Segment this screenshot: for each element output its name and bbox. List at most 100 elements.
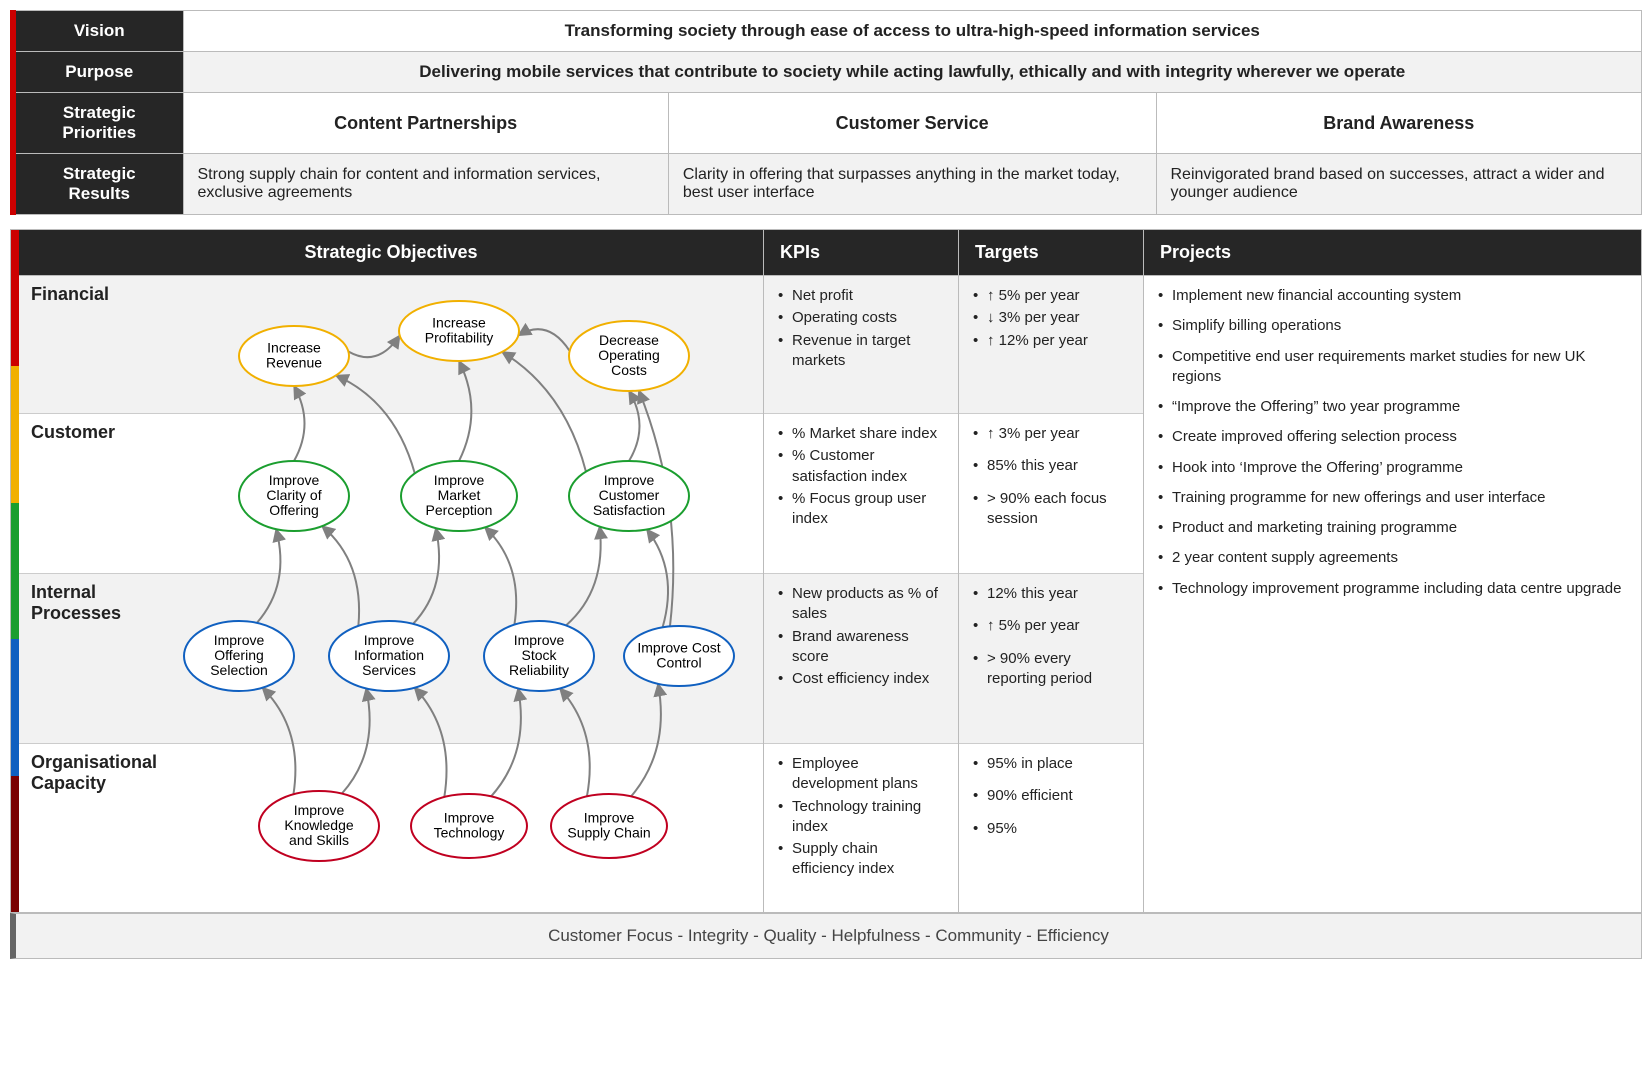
objective-node-cc: Improve CostControl (624, 626, 734, 686)
strategy-map-svg: IncreaseRevenue IncreaseProfitability Decr… (19, 276, 764, 912)
objective-node-clar: ImproveClarity ofOffering (239, 461, 349, 531)
objective-node-off: ImproveOfferingSelection (184, 621, 294, 691)
svg-text:ImproveTechnology: ImproveTechnology (434, 810, 505, 841)
list-item: Product and marketing training programme (1158, 518, 1627, 538)
priority-2: Customer Service (668, 93, 1156, 154)
projects-header: Projects (1144, 230, 1641, 276)
edge-ks-inf (342, 688, 370, 793)
edge-stk-sat (566, 527, 601, 626)
targets-internal-list: 12% this year ↑ 5% per year > 90% every re… (973, 584, 1129, 689)
targets-financial-list: ↑ 5% per year↓ 3% per year ↑ 12% per year (973, 286, 1129, 351)
list-item: Technology training index (778, 797, 944, 838)
kpi-customer-list: % Market share index% Customer satisfact… (778, 424, 944, 529)
objective-node-inf: ImproveInformationServices (329, 621, 449, 691)
list-item: > 90% each focus session (973, 489, 1129, 530)
kpi-internal-list: New products as % of salesBrand awarenes… (778, 584, 944, 689)
kpi-financial-list: Net profitOperating costsRevenue in targ… (778, 286, 944, 371)
list-item: 95% (973, 819, 1129, 839)
kpi-header: KPIs (764, 230, 958, 276)
list-item: Supply chain efficiency index (778, 839, 944, 880)
edge-perc-rev (336, 375, 415, 473)
perspective-stripe (11, 230, 19, 912)
list-item: Hook into ‘Improve the Offering’ program… (1158, 458, 1627, 478)
objective-node-sat: ImproveCustomerSatisfaction (569, 461, 689, 531)
list-item: Training programme for new offerings and… (1158, 488, 1627, 508)
edge-sc-stk (560, 688, 590, 796)
list-item: Cost efficiency index (778, 669, 944, 689)
list-item: > 90% every reporting period (973, 649, 1129, 690)
list-item: ↑ 12% per year (973, 331, 1129, 351)
list-item: ↓ 3% per year (973, 308, 1129, 328)
list-item: Simplify billing operations (1158, 316, 1627, 336)
list-item: Operating costs (778, 308, 944, 328)
list-item: % Market share index (778, 424, 944, 444)
kpi-organisational-list: Employee development plansTechnology tra… (778, 754, 944, 880)
list-item: ↑ 5% per year (973, 616, 1129, 636)
result-1: Strong supply chain for content and info… (183, 154, 668, 215)
list-item: Technology improvement programme includi… (1158, 579, 1627, 599)
so-header: Strategic Objectives (19, 230, 763, 276)
balanced-scorecard: Strategic Objectives Financial Customer … (10, 229, 1642, 913)
objective-node-rev: IncreaseRevenue (239, 326, 349, 386)
edge-sc-cc (631, 684, 661, 797)
list-item: ↑ 5% per year (973, 286, 1129, 306)
priority-1: Content Partnerships (183, 93, 668, 154)
priority-3: Brand Awareness (1156, 93, 1642, 154)
list-item: ↑ 3% per year (973, 424, 1129, 444)
targets-organisational-list: 95% in place 90% efficient 95% (973, 754, 1129, 839)
results-label: Strategic Results (13, 154, 183, 215)
list-item: 2 year content supply agreements (1158, 548, 1627, 568)
edge-ks-off (262, 688, 295, 795)
strategic-objectives-column: Strategic Objectives Financial Customer … (19, 230, 764, 912)
edge-stk-perc (485, 527, 516, 624)
edge-inf-perc (413, 528, 439, 624)
objective-node-tech: ImproveTechnology (411, 794, 527, 858)
svg-text:ImproveOfferingSelection: ImproveOfferingSelection (210, 632, 268, 678)
edge-clar-rev (294, 386, 305, 461)
list-item: Implement new financial accounting syste… (1158, 286, 1627, 306)
result-2: Clarity in offering that surpasses anyth… (668, 154, 1156, 215)
edge-rev-prof (348, 335, 399, 357)
edge-perc-prof (459, 361, 471, 461)
edge-off-clar (257, 529, 281, 623)
objective-node-stk: ImproveStockReliability (484, 621, 594, 691)
list-item: “Improve the Offering” two year programm… (1158, 397, 1627, 417)
result-3: Reinvigorated brand based on successes, … (1156, 154, 1642, 215)
list-item: % Customer satisfaction index (778, 446, 944, 487)
list-item: Competitive end user requirements market… (1158, 347, 1627, 388)
svg-text:IncreaseRevenue: IncreaseRevenue (266, 340, 322, 371)
targets-customer-list: ↑ 3% per year 85% this year > 90% each foc… (973, 424, 1129, 529)
list-item: 85% this year (973, 456, 1129, 476)
svg-text:ImproveClarity ofOffering: ImproveClarity ofOffering (266, 472, 321, 518)
list-item: 90% efficient (973, 786, 1129, 806)
projects-column: Projects Implement new financial account… (1144, 230, 1641, 912)
list-item: Brand awareness score (778, 627, 944, 668)
edge-sat-cost (629, 391, 640, 461)
vision-label: Vision (13, 11, 183, 52)
edge-cc-sat (647, 529, 668, 627)
list-item: Revenue in target markets (778, 331, 944, 372)
projects-list: Implement new financial accounting syste… (1158, 286, 1627, 599)
objective-node-perc: ImproveMarketPerception (401, 461, 517, 531)
objective-node-ks: ImproveKnowledgeand Skills (259, 791, 379, 861)
targets-header: Targets (959, 230, 1143, 276)
list-item: 12% this year (973, 584, 1129, 604)
edge-cost-prof (518, 329, 569, 351)
purpose-label: Purpose (13, 52, 183, 93)
targets-column: Targets ↑ 5% per year↓ 3% per year↑ 12% … (959, 230, 1144, 912)
vision-text: Transforming society through ease of acc… (183, 11, 1642, 52)
list-item: Employee development plans (778, 754, 944, 795)
purpose-text: Delivering mobile services that contribu… (183, 52, 1642, 93)
edge-inf-clar (322, 526, 359, 626)
edge-tech-stk (491, 688, 521, 796)
objective-node-sc: ImproveSupply Chain (551, 794, 667, 858)
objective-node-prof: IncreaseProfitability (399, 301, 519, 361)
priorities-label: Strategic Priorities (13, 93, 183, 154)
objective-node-cost: DecreaseOperatingCosts (569, 321, 689, 391)
svg-text:ImproveKnowledgeand Skills: ImproveKnowledgeand Skills (284, 802, 353, 848)
svg-text:IncreaseProfitability: IncreaseProfitability (425, 315, 493, 346)
kpi-column: KPIs Net profitOperating costsRevenue in… (764, 230, 959, 912)
list-item: 95% in place (973, 754, 1129, 774)
list-item: New products as % of sales (778, 584, 944, 625)
edge-tech-inf (415, 688, 447, 797)
